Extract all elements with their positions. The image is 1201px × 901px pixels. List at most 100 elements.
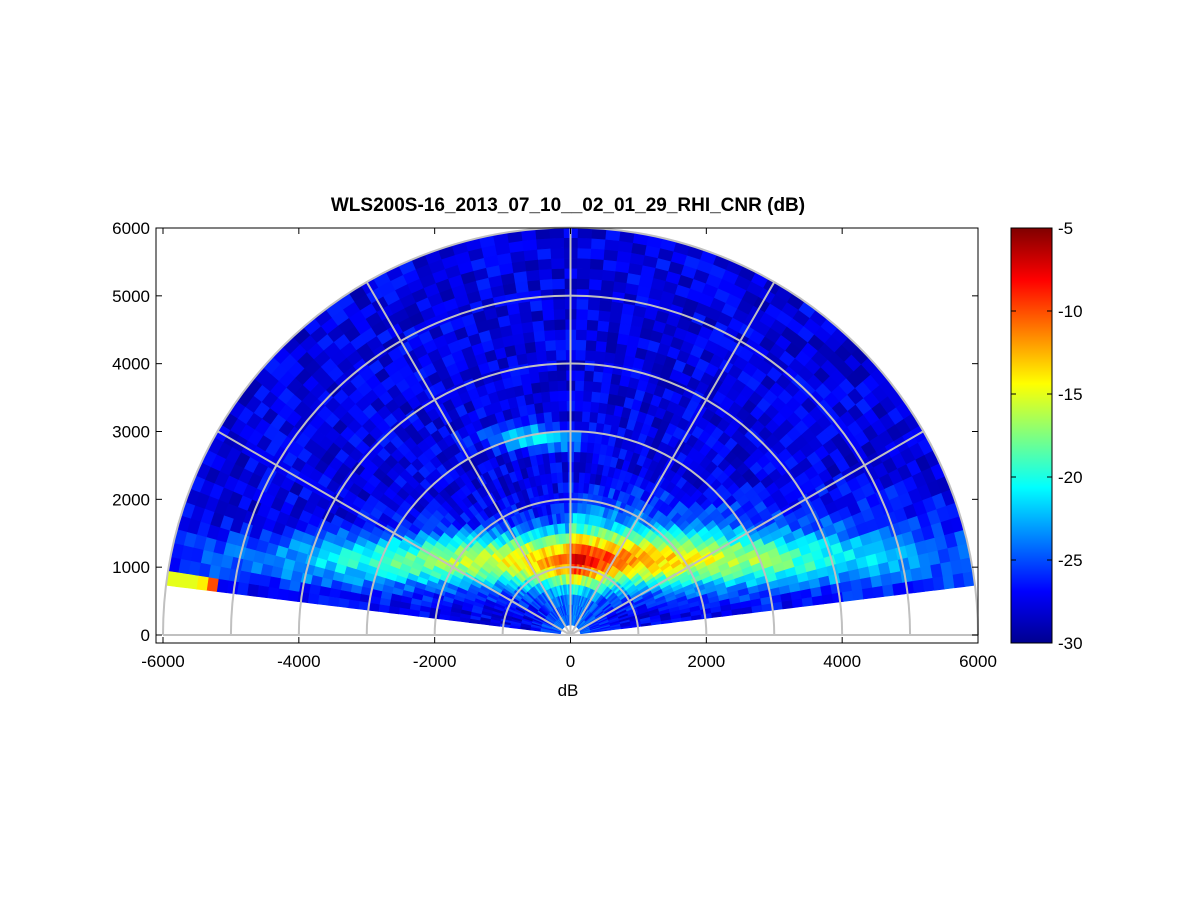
heatmap-cell: [553, 441, 562, 453]
heatmap-cell: [574, 390, 584, 402]
heatmap-cell: [549, 247, 565, 259]
heatmap-cell: [520, 321, 534, 334]
heatmap-cell: [551, 421, 561, 433]
heatmap-cell: [558, 410, 568, 422]
heatmap-cell: [589, 258, 604, 270]
x-tick-label: 0: [566, 652, 575, 671]
heatmap-cell: [558, 420, 568, 432]
x-tick-label: 6000: [959, 652, 997, 671]
heatmap-cell: [586, 441, 595, 454]
heatmap-cell: [542, 319, 555, 331]
heatmap-cell: [572, 461, 580, 473]
heatmap-cell: [596, 320, 610, 333]
heatmap-cell: [841, 590, 854, 602]
heatmap-cell: [575, 318, 588, 331]
heatmap-cell: [585, 339, 597, 352]
heatmap-cell: [550, 257, 565, 270]
heatmap-cell: [572, 512, 578, 524]
heatmap-cell: [575, 339, 587, 351]
heatmap-cell: [597, 402, 608, 414]
colorbar-tick-label: -10: [1058, 302, 1083, 321]
heatmap-cell: [534, 340, 546, 353]
heatmap-cell: [595, 330, 609, 343]
heatmap-cell: [555, 349, 567, 361]
heatmap-cell: [541, 309, 555, 321]
heatmap-cell: [572, 492, 579, 504]
heatmap-cell: [557, 400, 567, 412]
heatmap-cell: [571, 563, 575, 575]
heatmap-cell: [588, 278, 602, 291]
heatmap-cell: [216, 578, 229, 594]
heatmap-cell: [591, 380, 602, 393]
heatmap-cell: [608, 311, 622, 324]
heatmap-cell: [576, 257, 591, 270]
heatmap-cell: [599, 381, 611, 394]
heatmap-cell: [256, 585, 269, 599]
heatmap-cell: [577, 492, 584, 504]
heatmap-cell: [576, 237, 592, 249]
heatmap-cell: [579, 441, 588, 453]
x-tick-label: 2000: [687, 652, 725, 671]
heatmap: [165, 227, 976, 635]
heatmap-cell: [288, 580, 301, 593]
heatmap-cell: [388, 605, 400, 615]
x-tick-label: -4000: [277, 652, 320, 671]
colorbar-tick-label: -15: [1058, 385, 1083, 404]
heatmap-cell: [559, 430, 568, 443]
y-tick-label: 2000: [112, 490, 150, 509]
heatmap-cell: [582, 380, 594, 392]
heatmap-cell: [602, 361, 614, 374]
heatmap-cell: [556, 380, 567, 392]
y-tick-label: 4000: [112, 355, 150, 374]
chart-title: WLS200S-16_2013_07_10__02_01_29_RHI_CNR …: [331, 195, 805, 216]
heatmap-cell: [523, 341, 537, 354]
heatmap-cell: [562, 481, 569, 493]
heatmap-cell: [573, 451, 581, 463]
heatmap-cell: [554, 329, 566, 341]
heatmap-cell: [547, 380, 559, 392]
heatmap-cell: [287, 590, 300, 602]
heatmap-cell: [601, 371, 613, 384]
heatmap-cell: [550, 267, 565, 280]
heatmap-cell: [902, 580, 915, 595]
heatmap-cell: [515, 290, 530, 304]
heatmap-cell: [586, 319, 599, 331]
heatmap-cell: [514, 280, 529, 294]
heatmap-cell: [574, 359, 586, 371]
heatmap-cell: [554, 339, 566, 351]
heatmap-cell: [555, 359, 567, 371]
heatmap-cell: [575, 298, 589, 310]
heatmap-cell: [561, 471, 569, 483]
heatmap-cell: [552, 431, 561, 443]
heatmap-cell: [595, 340, 607, 353]
heatmap-cell: [585, 329, 598, 342]
heatmap-cell: [571, 542, 576, 554]
heatmap-cell: [550, 410, 560, 423]
heatmap-cell: [574, 369, 585, 382]
heatmap-cell: [603, 351, 616, 364]
x-axis-label: dB: [558, 681, 579, 700]
heatmap-cell: [545, 349, 557, 362]
heatmap-cell: [536, 248, 552, 260]
heatmap-cell: [298, 582, 311, 594]
heatmap-cell: [577, 482, 585, 494]
heatmap-cell: [576, 502, 583, 514]
heatmap-cell: [556, 369, 567, 382]
heatmap-cell: [538, 268, 553, 281]
heatmap-cell: [553, 318, 566, 331]
heatmap-cell: [317, 594, 330, 606]
heatmap-cell: [597, 309, 611, 322]
heatmap-cell: [557, 390, 567, 402]
heatmap-cell: [585, 451, 594, 464]
heatmap-cell: [594, 350, 606, 363]
heatmap-cell: [861, 586, 875, 600]
heatmap-cell: [575, 308, 588, 320]
heatmap-cell: [601, 269, 616, 282]
heatmap-cell: [590, 237, 606, 250]
heatmap-cell: [582, 390, 593, 402]
heatmap-cell: [599, 289, 614, 302]
heatmap-cell: [573, 430, 582, 443]
heatmap-cell: [579, 451, 587, 463]
colorbar-tick-label: -20: [1058, 468, 1083, 487]
heatmap-cell: [574, 380, 585, 392]
